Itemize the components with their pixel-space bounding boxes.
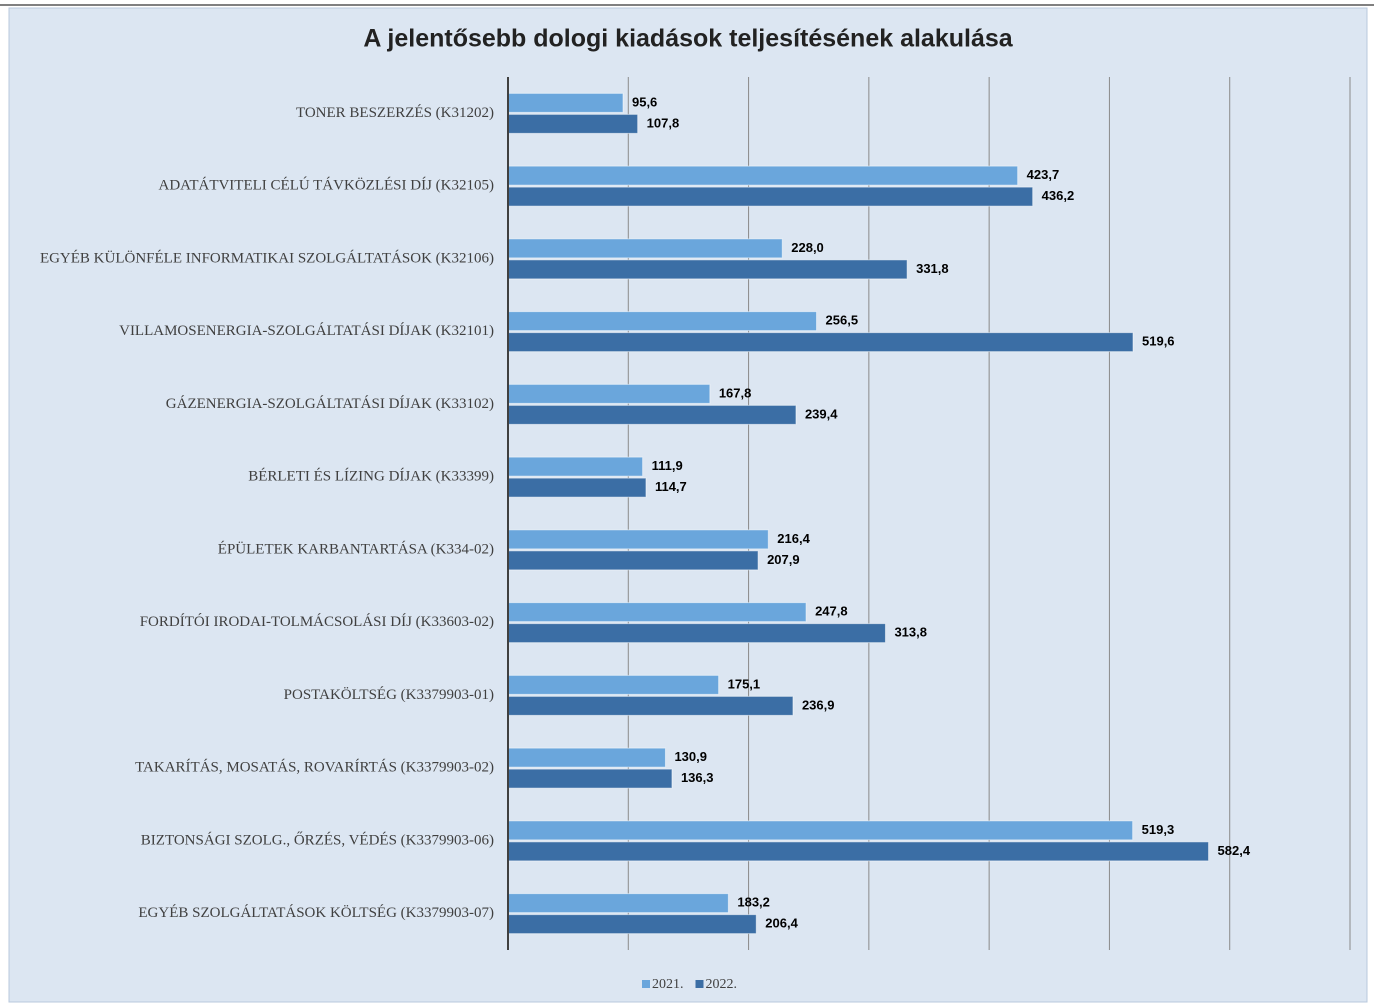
bar: [507, 165, 1019, 186]
bar: [507, 820, 1134, 841]
value-label: 256,5: [826, 313, 859, 328]
bar: [507, 332, 1134, 353]
legend-label: 2021.: [652, 977, 684, 992]
value-label: 313,8: [894, 625, 927, 640]
category-label: BÉRLETI ÉS LÍZING DÍJAK (K33399): [248, 468, 494, 485]
bar: [507, 383, 711, 404]
value-label: 519,6: [1142, 334, 1175, 349]
bar: [507, 602, 807, 623]
bar: [507, 113, 639, 134]
value-label: 436,2: [1042, 188, 1075, 203]
bar: [507, 550, 759, 571]
bar: [507, 404, 797, 425]
category-label: TONER BESZERZÉS (K31202): [296, 104, 494, 121]
bar: [507, 92, 624, 113]
bar: [507, 259, 908, 280]
value-label: 111,9: [652, 458, 683, 473]
value-label: 423,7: [1027, 167, 1060, 182]
bar: [507, 623, 886, 644]
category-label: ÉPÜLETEK KARBANTARTÁSA (K334-02): [218, 540, 494, 557]
category-label: EGYÉB KÜLÖNFÉLE INFORMATIKAI SZOLGÁLTATÁ…: [40, 249, 494, 266]
value-label: 331,8: [916, 261, 949, 276]
value-label: 228,0: [791, 240, 824, 255]
chart-title: A jelentősebb dologi kiadások teljesítés…: [363, 25, 1013, 53]
category-label: FORDÍTÓI IRODAI-TOLMÁCSOLÁSI DÍJ (K33603…: [140, 613, 494, 630]
value-label: 95,6: [632, 94, 657, 109]
bar: [507, 477, 647, 498]
value-label: 107,8: [647, 115, 680, 130]
bar: [507, 238, 783, 259]
category-label: TAKARÍTÁS, MOSATÁS, ROVARÍRTÁS (K3379903…: [135, 759, 494, 776]
bar: [507, 841, 1210, 862]
legend-label: 2022.: [706, 977, 738, 992]
value-label: 175,1: [728, 676, 761, 691]
legend-swatch: [695, 980, 704, 988]
category-label: ADATÁTVITELI CÉLÚ TÁVKÖZLÉSI DÍJ (K32105…: [158, 177, 494, 194]
category-label: GÁZENERGIA-SZOLGÁLTATÁSI DÍJAK (K33102): [166, 395, 494, 412]
value-label: 236,9: [802, 697, 835, 712]
bar: [507, 695, 794, 716]
bar: [507, 186, 1034, 207]
value-label: 167,8: [719, 385, 752, 400]
value-label: 183,2: [737, 895, 770, 910]
category-label: BIZTONSÁGI SZOLG., ŐRZÉS, VÉDÉS (K337990…: [141, 831, 494, 848]
bar: [507, 747, 666, 768]
bar: [507, 893, 729, 914]
bar: [507, 768, 673, 789]
value-label: 247,8: [815, 604, 848, 619]
value-label: 114,7: [655, 479, 687, 494]
value-label: 519,3: [1142, 822, 1175, 837]
bar: [507, 674, 720, 695]
value-label: 582,4: [1218, 843, 1251, 858]
bar: [507, 529, 769, 550]
category-label: VILLAMOSENERGIA-SZOLGÁLTATÁSI DÍJAK (K32…: [119, 322, 494, 339]
category-label: EGYÉB SZOLGÁLTATÁSOK KÖLTSÉG (K3379903-0…: [138, 904, 494, 921]
value-label: 216,4: [777, 531, 810, 546]
value-label: 130,9: [674, 749, 707, 764]
bar: [507, 311, 818, 332]
legend-swatch: [642, 980, 650, 988]
value-label: 239,4: [805, 406, 838, 421]
bar: [507, 456, 644, 477]
bar: [507, 914, 757, 935]
value-label: 207,9: [767, 552, 800, 567]
category-label: POSTAKÖLTSÉG (K3379903-01): [284, 686, 494, 703]
value-label: 136,3: [681, 770, 714, 785]
value-label: 206,4: [765, 916, 798, 931]
